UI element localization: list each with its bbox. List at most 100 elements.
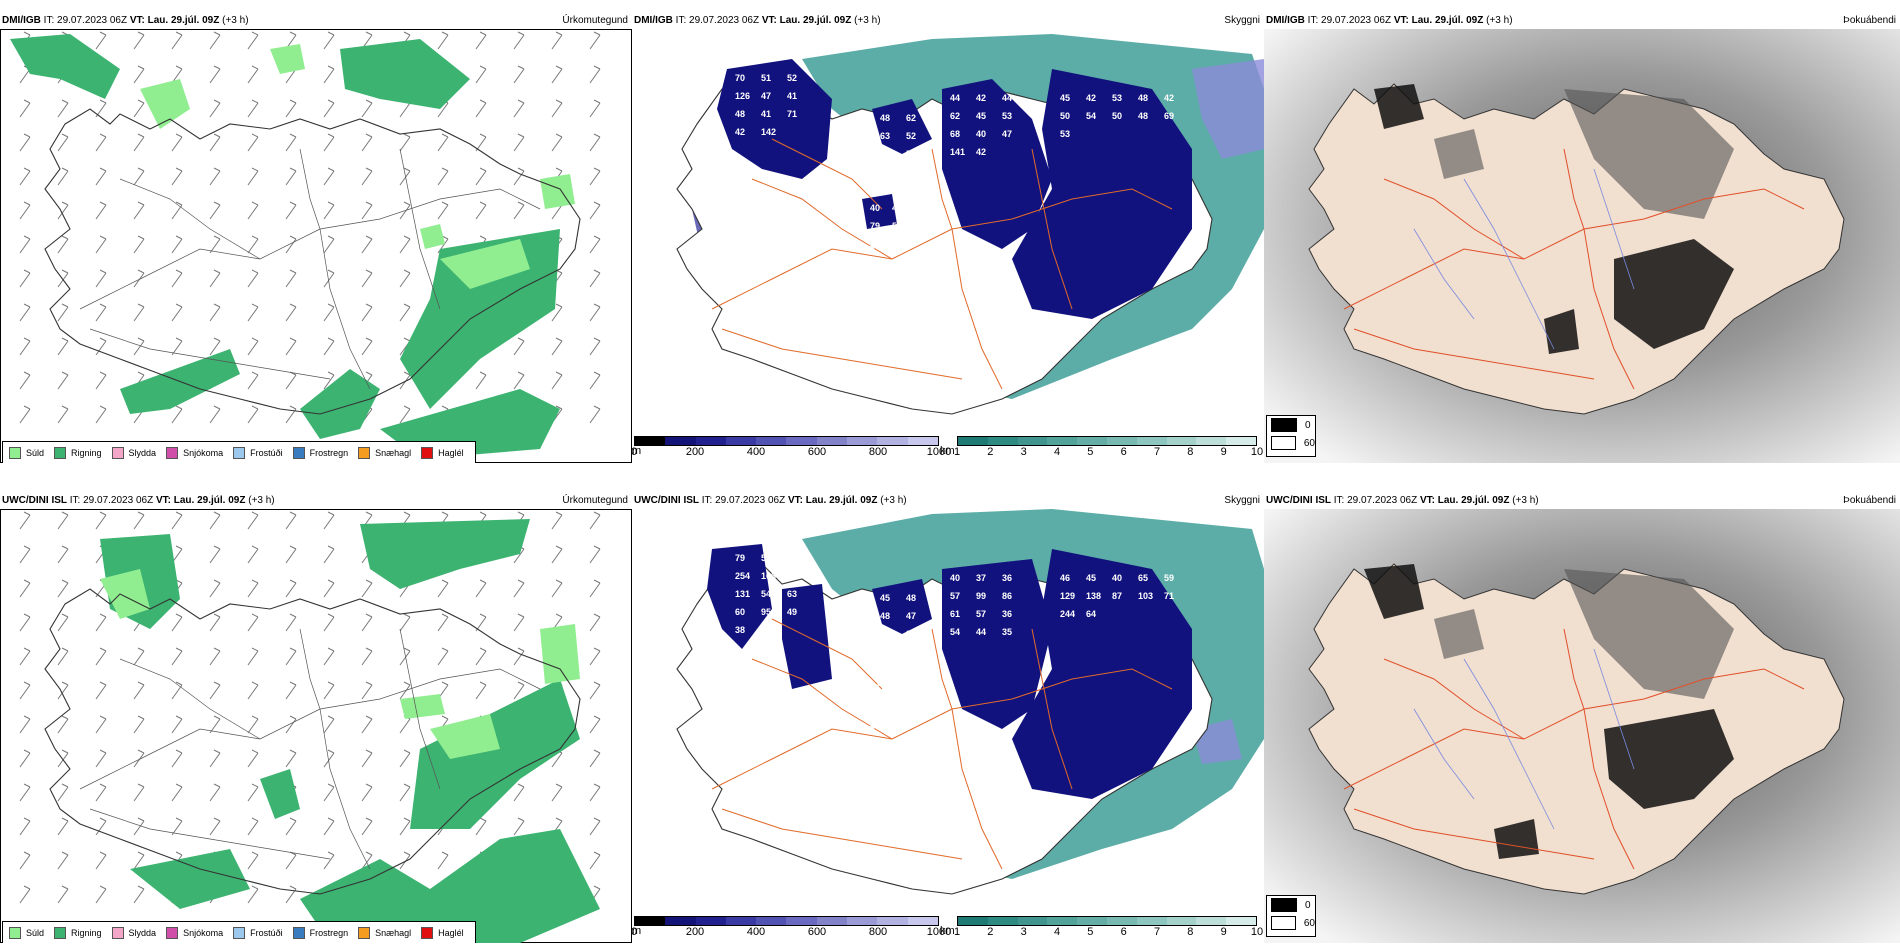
cloud-base-colorbar-bar xyxy=(634,436,939,446)
wind-barb xyxy=(171,133,183,152)
precip-type-legend: Súld Rigning Slydda Snjókoma Frostúði Fr… xyxy=(2,921,476,943)
precip-type-panel-bottom: UWC/DINI ISL IT: 29.07.2023 06Z VT: Lau.… xyxy=(0,493,632,943)
cloud-base-label: 78 xyxy=(870,721,880,731)
colorbar-segment xyxy=(1166,917,1197,925)
wind-barb xyxy=(19,817,31,836)
wind-barb xyxy=(323,133,335,152)
wind-barb xyxy=(57,681,69,700)
roads xyxy=(79,148,541,390)
visibility-unit: km xyxy=(940,445,955,457)
wind-barb xyxy=(361,167,373,186)
legend-swatch xyxy=(111,447,124,459)
cloud-base-label: 52 xyxy=(906,131,916,141)
cloud-base-label: 51 xyxy=(906,641,916,651)
cloud-base-label: 62 xyxy=(950,111,960,121)
wind-barb xyxy=(19,167,31,186)
cloud-base-label: 42 xyxy=(976,93,986,103)
wind-barb xyxy=(399,303,411,322)
wind-barb xyxy=(95,613,107,632)
wind-barb xyxy=(589,613,601,632)
colorbar-segment xyxy=(816,917,848,925)
cloud-base-label: 46 xyxy=(870,241,880,251)
cloud-base-label: 41 xyxy=(880,161,890,171)
wind-barb xyxy=(285,647,297,666)
fog-legend-swatch xyxy=(1271,418,1297,432)
wind-barb xyxy=(95,269,107,288)
wind-barb xyxy=(95,31,107,50)
roads xyxy=(1343,628,1805,870)
legend-label: Súld xyxy=(26,928,45,938)
wind-barb xyxy=(57,167,69,186)
wind-barb xyxy=(285,337,297,356)
legend-swatch xyxy=(111,927,124,939)
wind-barb xyxy=(285,167,297,186)
colorbar-segment xyxy=(1047,437,1078,445)
colorbar-segment xyxy=(786,917,817,925)
wind-barb xyxy=(95,201,107,220)
cloud-base-label: 40 xyxy=(1112,573,1122,583)
wind-barb xyxy=(95,303,107,322)
wind-barb xyxy=(551,783,563,802)
wind-barb xyxy=(551,579,563,598)
cloud-base-label: 39 xyxy=(892,721,902,731)
colorbar-tick-label: 200 xyxy=(685,446,705,458)
cloud-base-label: 186 xyxy=(880,161,895,171)
wind-barb xyxy=(323,613,335,632)
wind-barb xyxy=(247,99,259,118)
wind-barb xyxy=(361,783,373,802)
wind-barb xyxy=(323,851,335,870)
wind-barb xyxy=(437,167,449,186)
wind-barb xyxy=(323,579,335,598)
legend-item: Slydda xyxy=(111,927,156,939)
cloud-base-label: 79 xyxy=(735,553,745,563)
wind-barb xyxy=(285,715,297,734)
wind-barb xyxy=(475,31,487,50)
visibility-colorbar: 1 2 3 4 5 6 7 8 9 10 km xyxy=(940,436,1263,460)
wind-barb xyxy=(19,579,31,598)
cloud-base-label: 87 xyxy=(1112,591,1122,601)
wind-barb xyxy=(323,167,335,186)
colorbar-tick-label: 6 xyxy=(1120,446,1127,458)
wind-barb xyxy=(323,303,335,322)
colorbar-segment xyxy=(1077,437,1107,445)
wind-barb xyxy=(589,235,601,254)
precip-type-legend: Súld Rigning Slydda Snjókoma Frostúði Fr… xyxy=(2,441,476,463)
wind-barb xyxy=(95,167,107,186)
forecast-offset: (+3 h) xyxy=(1512,495,1539,506)
wind-barb xyxy=(247,405,259,424)
legend-label: Frostregn xyxy=(309,928,349,938)
cloud-base-label: 60 xyxy=(735,607,745,617)
wind-barb xyxy=(513,783,525,802)
cloud-base-label: 46 xyxy=(892,683,902,693)
visibility-unit: km xyxy=(940,925,955,937)
wind-barb xyxy=(209,817,221,836)
fog-legend-label: 60 xyxy=(1303,917,1315,929)
cloud-base-label: 129 xyxy=(1060,591,1075,601)
wind-barb xyxy=(323,647,335,666)
colorbar-tick-label: 2 xyxy=(987,446,994,458)
wind-barb xyxy=(551,511,563,530)
cloud-base-colorbar-bar xyxy=(634,916,939,926)
cloud-base-colorbar-ticks: 0 200 400 600 800 1000 xyxy=(632,926,951,940)
precip-map xyxy=(0,29,632,463)
cloud-base-label: 113 xyxy=(880,629,895,639)
cloud-base-label: 193 xyxy=(892,241,907,251)
wind-barb xyxy=(475,681,487,700)
wind-barb xyxy=(589,681,601,700)
cloud-base-label: 59 xyxy=(761,553,771,563)
wind-barb xyxy=(475,167,487,186)
wind-barb xyxy=(57,613,69,632)
wind-barb xyxy=(133,201,145,220)
wind-barb xyxy=(209,65,221,84)
colorbar-segment xyxy=(786,437,817,445)
wind-barb xyxy=(437,201,449,220)
wind-barb xyxy=(57,545,69,564)
cloud-base-label: 38 xyxy=(906,161,916,171)
wind-barb xyxy=(513,99,525,118)
vt-label: VT: xyxy=(155,495,171,506)
wind-barb xyxy=(133,715,145,734)
cloud-base-label: 42 xyxy=(735,127,745,137)
wind-barb xyxy=(437,851,449,870)
cloud-base-label: 59 xyxy=(1164,573,1174,583)
fog-legend-label: 0 xyxy=(1305,419,1311,431)
